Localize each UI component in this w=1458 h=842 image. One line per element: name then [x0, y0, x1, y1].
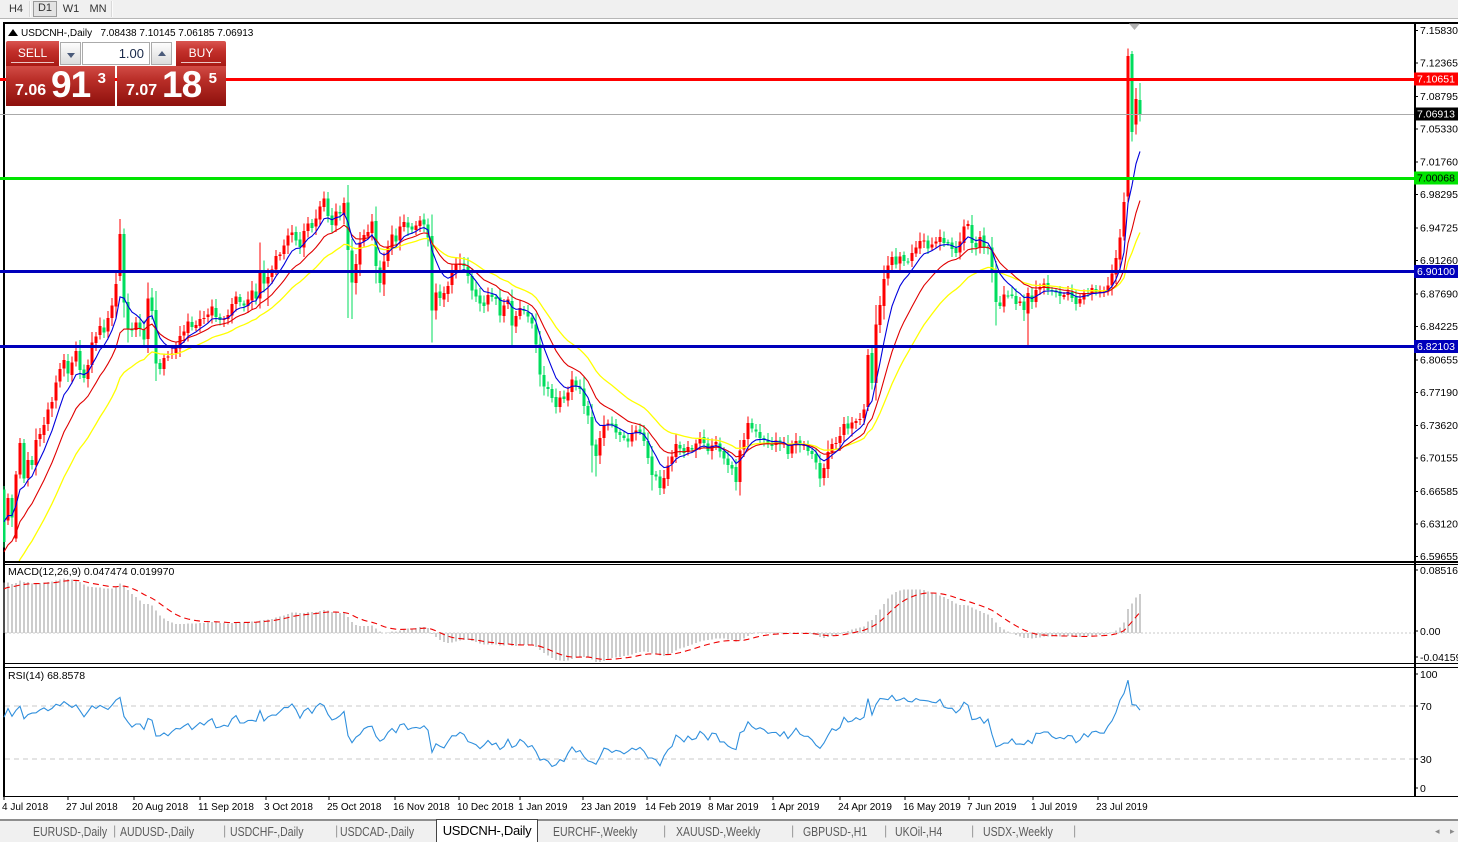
svg-text:23 Jan 2019: 23 Jan 2019 [581, 802, 636, 813]
svg-text:7.10651: 7.10651 [1417, 74, 1455, 86]
svg-text:3 Oct 2018: 3 Oct 2018 [264, 802, 313, 813]
svg-text:70: 70 [1420, 701, 1432, 713]
svg-text:7.01760: 7.01760 [1420, 157, 1458, 169]
svg-text:16 Nov 2018: 16 Nov 2018 [393, 802, 450, 813]
svg-text:6.80655: 6.80655 [1420, 354, 1458, 366]
svg-text:6.90100: 6.90100 [1417, 266, 1455, 278]
svg-text:7.00068: 7.00068 [1417, 173, 1455, 185]
svg-text:6.94725: 6.94725 [1420, 223, 1458, 235]
svg-text:10 Dec 2018: 10 Dec 2018 [457, 802, 514, 813]
svg-text:6.73620: 6.73620 [1420, 420, 1458, 432]
svg-text:6.70155: 6.70155 [1420, 453, 1458, 465]
svg-text:6.59655: 6.59655 [1420, 551, 1458, 563]
svg-text:6.84225: 6.84225 [1420, 321, 1458, 333]
svg-text:30: 30 [1420, 754, 1432, 766]
svg-text:25 Oct 2018: 25 Oct 2018 [327, 802, 382, 813]
svg-text:7.05330: 7.05330 [1420, 123, 1458, 135]
svg-text:6.87690: 6.87690 [1420, 289, 1458, 301]
svg-text:7 Jun 2019: 7 Jun 2019 [967, 802, 1017, 813]
svg-text:7.06913: 7.06913 [1417, 109, 1455, 121]
svg-text:23 Jul 2019: 23 Jul 2019 [1096, 802, 1148, 813]
svg-text:0.00: 0.00 [1420, 626, 1441, 638]
svg-text:14 Feb 2019: 14 Feb 2019 [645, 802, 702, 813]
svg-text:1 Jul 2019: 1 Jul 2019 [1031, 802, 1078, 813]
svg-text:4 Jul 2018: 4 Jul 2018 [2, 802, 49, 813]
svg-text:7.15830: 7.15830 [1420, 25, 1458, 37]
svg-text:6.63120: 6.63120 [1420, 519, 1458, 531]
svg-text:7.12365: 7.12365 [1420, 58, 1458, 70]
svg-text:6.77190: 6.77190 [1420, 387, 1458, 399]
svg-text:1 Jan 2019: 1 Jan 2019 [518, 802, 568, 813]
svg-text:6.91260: 6.91260 [1420, 255, 1458, 267]
svg-text:100: 100 [1420, 669, 1438, 681]
svg-text:7.08795: 7.08795 [1420, 91, 1458, 103]
svg-text:11 Sep 2018: 11 Sep 2018 [198, 802, 254, 813]
svg-text:20 Aug 2018: 20 Aug 2018 [132, 802, 189, 813]
svg-text:24 Apr 2019: 24 Apr 2019 [838, 802, 892, 813]
svg-text:0.0851640: 0.0851640 [1420, 565, 1458, 577]
svg-text:16 May 2019: 16 May 2019 [903, 802, 961, 813]
svg-text:8 Mar 2019: 8 Mar 2019 [708, 802, 759, 813]
svg-text:6.66585: 6.66585 [1420, 486, 1458, 498]
svg-text:27 Jul 2018: 27 Jul 2018 [66, 802, 118, 813]
svg-text:-0.0415948: -0.0415948 [1420, 652, 1458, 664]
svg-text:6.98295: 6.98295 [1420, 189, 1458, 201]
svg-text:1 Apr 2019: 1 Apr 2019 [771, 802, 820, 813]
svg-text:6.82103: 6.82103 [1417, 341, 1455, 353]
svg-text:0: 0 [1420, 783, 1426, 795]
